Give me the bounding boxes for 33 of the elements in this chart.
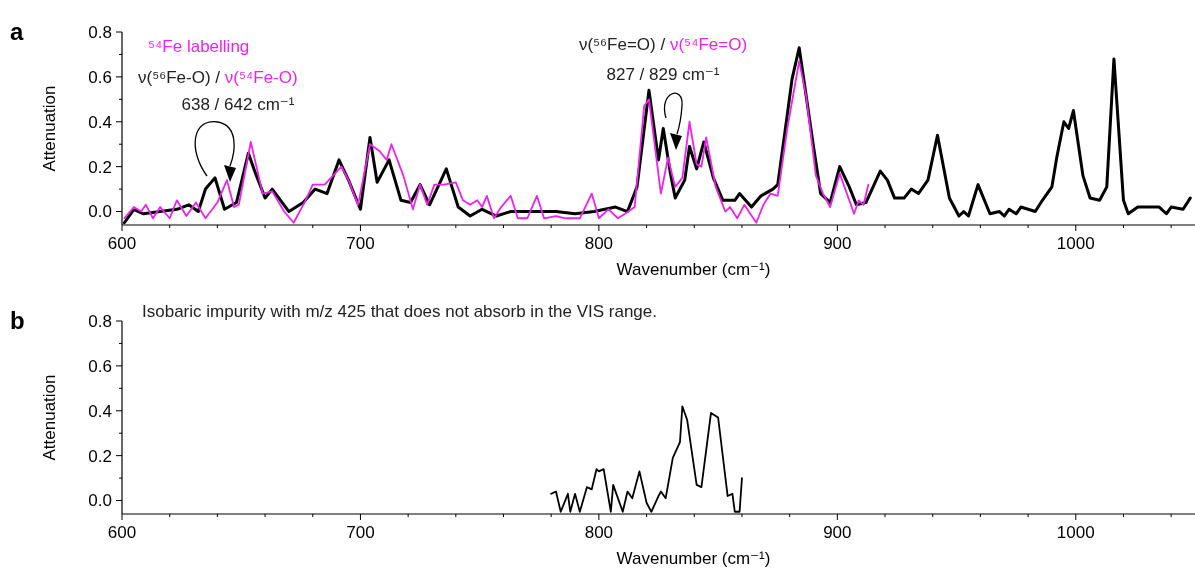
chart-title: b xyxy=(10,307,25,334)
x-tick-label: 1000 xyxy=(1056,234,1095,253)
y-tick-label: 0.2 xyxy=(88,157,112,177)
x-tick-label: 600 xyxy=(107,234,137,253)
annotation: ν(⁵⁶Fe-O) / ν(⁵⁴Fe-O) xyxy=(138,68,298,87)
y-tick-label: 0.0 xyxy=(88,491,112,511)
x-tick-label: 900 xyxy=(823,523,852,542)
y-tick-label: 0.2 xyxy=(88,446,112,466)
x-tick-label: 800 xyxy=(584,234,614,253)
annotation: ν(⁵⁶Fe=O) / ν(⁵⁴Fe=O) xyxy=(578,35,748,54)
y-tick-label: 0.6 xyxy=(88,67,112,87)
line-series xyxy=(123,60,870,224)
chart-title: a xyxy=(10,18,24,45)
annotation: 638 / 642 cm⁻¹ xyxy=(181,95,295,114)
y-tick-label: 0.8 xyxy=(88,311,112,331)
x-axis-title: Wavenumber (cm⁻¹) xyxy=(616,549,771,568)
annotation: 827 / 829 cm⁻¹ xyxy=(606,65,720,84)
annotation: Isobaric impurity with m/z 425 that does not absorb in the VIS range. xyxy=(142,302,657,321)
x-tick-label: 1000 xyxy=(1056,523,1095,542)
y-tick-label: 0.0 xyxy=(88,202,112,222)
x-axis-title: Wavenumber (cm⁻¹) xyxy=(616,260,771,279)
x-tick-label: 800 xyxy=(584,523,614,542)
y-tick-label: 0.4 xyxy=(88,401,112,421)
x-tick-label: 900 xyxy=(823,234,852,253)
y-axis-title: Attenuation xyxy=(40,374,59,461)
x-tick-label: 700 xyxy=(346,523,375,542)
annotation: ⁵⁴Fe labelling xyxy=(148,37,250,56)
y-axis-title: Attenuation xyxy=(40,85,59,172)
y-tick-label: 0.4 xyxy=(88,112,112,132)
y-tick-label: 0.8 xyxy=(88,22,112,42)
y-tick-label: 0.6 xyxy=(88,356,112,376)
x-tick-label: 700 xyxy=(346,234,375,253)
x-tick-label: 600 xyxy=(107,523,137,542)
